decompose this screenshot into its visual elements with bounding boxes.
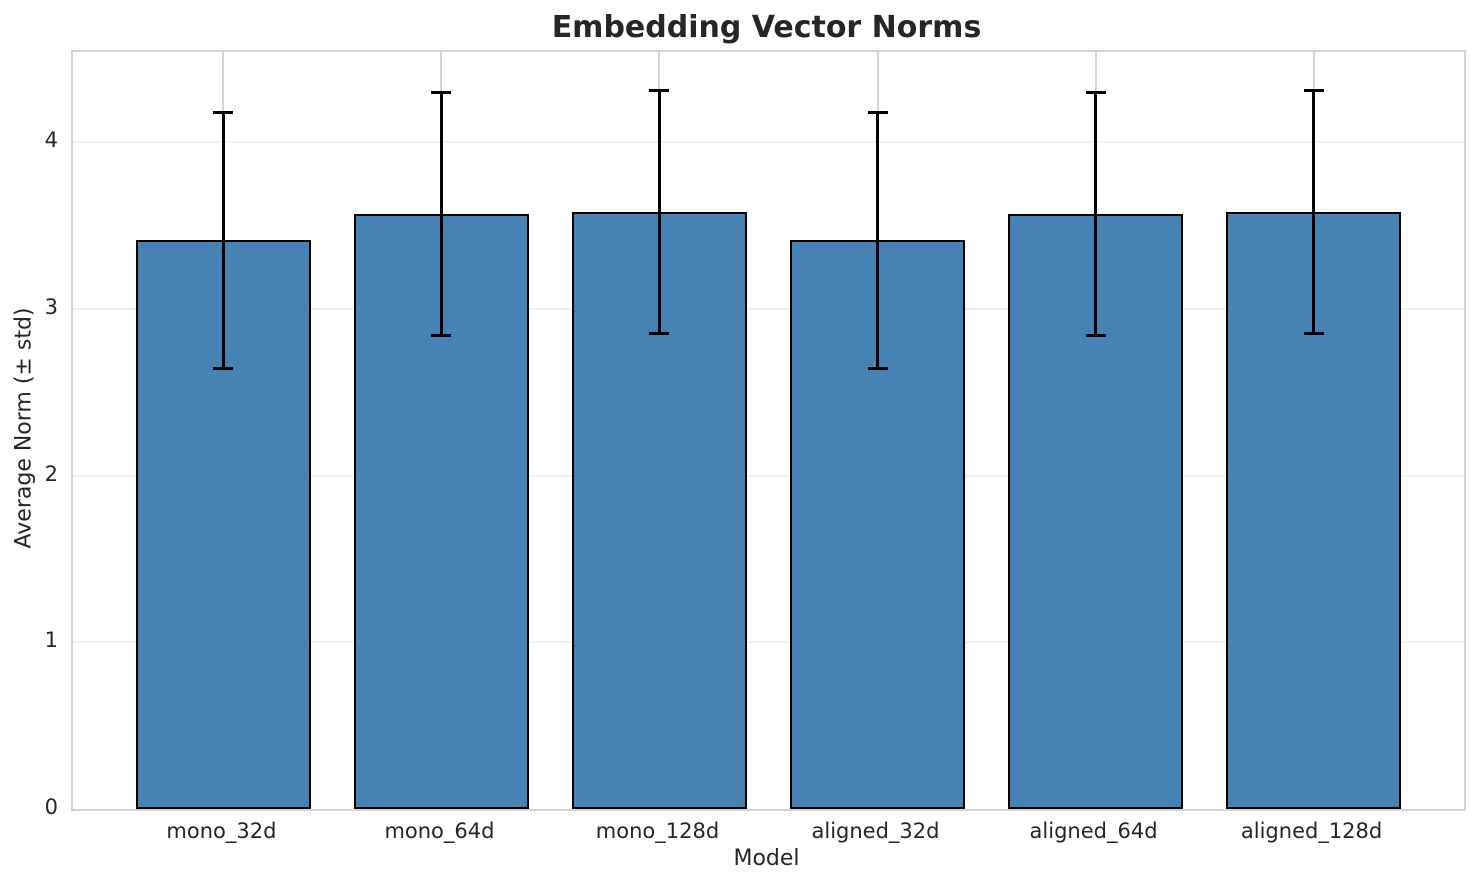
error-bar-cap-bottom (213, 367, 234, 371)
gridline-horizontal (73, 307, 1464, 310)
error-bar-cap-top (867, 110, 888, 114)
x-tick-label: aligned_32d (811, 819, 940, 843)
gridline-horizontal (73, 474, 1464, 477)
bar (1226, 212, 1401, 809)
error-bar-line (876, 112, 879, 369)
error-bar-cap-bottom (867, 367, 888, 371)
error-bar-cap-bottom (1085, 333, 1106, 337)
y-axis-label: Average Norm (± std) (11, 307, 37, 549)
y-tick-label: 4 (44, 128, 58, 153)
error-bar-line (1312, 90, 1316, 334)
error-bar-cap-top (1085, 90, 1106, 94)
y-tick-label: 1 (44, 628, 58, 653)
error-bar-cap-top (213, 110, 234, 114)
plot-area (71, 50, 1466, 811)
gridline-horizontal (73, 141, 1464, 144)
chart-title: Embedding Vector Norms (551, 10, 982, 45)
bar (790, 240, 965, 809)
y-tick-label: 2 (44, 461, 58, 486)
error-bar-cap-top (431, 90, 452, 94)
x-tick-label: aligned_128d (1240, 819, 1383, 843)
error-bar-cap-top (649, 88, 670, 92)
error-bar-line (657, 90, 661, 334)
error-bar-line (221, 112, 225, 369)
error-bar-cap-bottom (431, 333, 452, 337)
error-bar-cap-bottom (1303, 332, 1324, 336)
y-tick-label: 3 (44, 294, 58, 319)
y-tick-label: 0 (44, 795, 58, 819)
x-tick-label: mono_64d (384, 819, 495, 843)
error-bar-cap-top (1303, 88, 1324, 92)
gridline-horizontal (73, 641, 1464, 644)
x-axis-label: Model (733, 846, 800, 871)
x-tick-label: mono_128d (595, 819, 720, 843)
error-bar-cap-bottom (649, 332, 670, 336)
error-bar-line (1094, 92, 1098, 336)
x-tick-label: aligned_64d (1029, 819, 1158, 843)
x-tick-label: mono_32d (166, 819, 277, 843)
error-bar-line (439, 92, 443, 336)
